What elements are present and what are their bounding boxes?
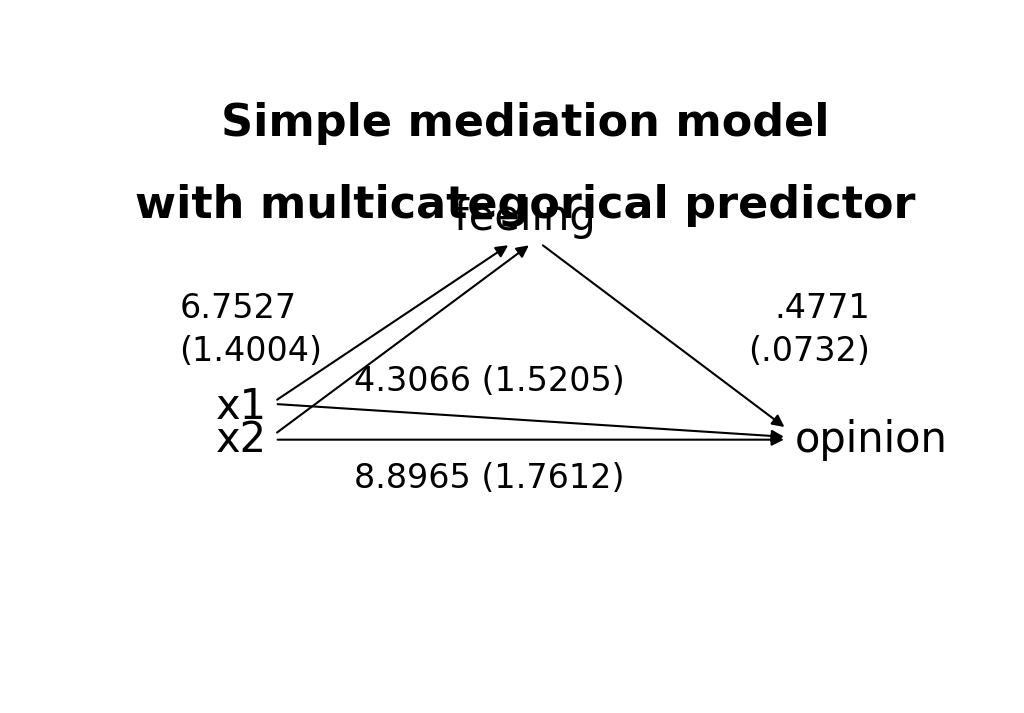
Text: feeling: feeling <box>454 198 596 240</box>
Text: 6.7527
(1.4004): 6.7527 (1.4004) <box>179 292 323 368</box>
Text: x1: x1 <box>216 386 267 428</box>
Text: x2: x2 <box>216 419 267 461</box>
Text: Simple mediation model: Simple mediation model <box>220 102 829 145</box>
Text: opinion: opinion <box>795 419 947 461</box>
Text: 4.3066 (1.5205): 4.3066 (1.5205) <box>353 366 625 399</box>
Text: with multicategorical predictor: with multicategorical predictor <box>134 185 915 227</box>
Text: 8.8965 (1.7612): 8.8965 (1.7612) <box>354 461 625 495</box>
Text: .4771
(.0732): .4771 (.0732) <box>749 292 870 368</box>
